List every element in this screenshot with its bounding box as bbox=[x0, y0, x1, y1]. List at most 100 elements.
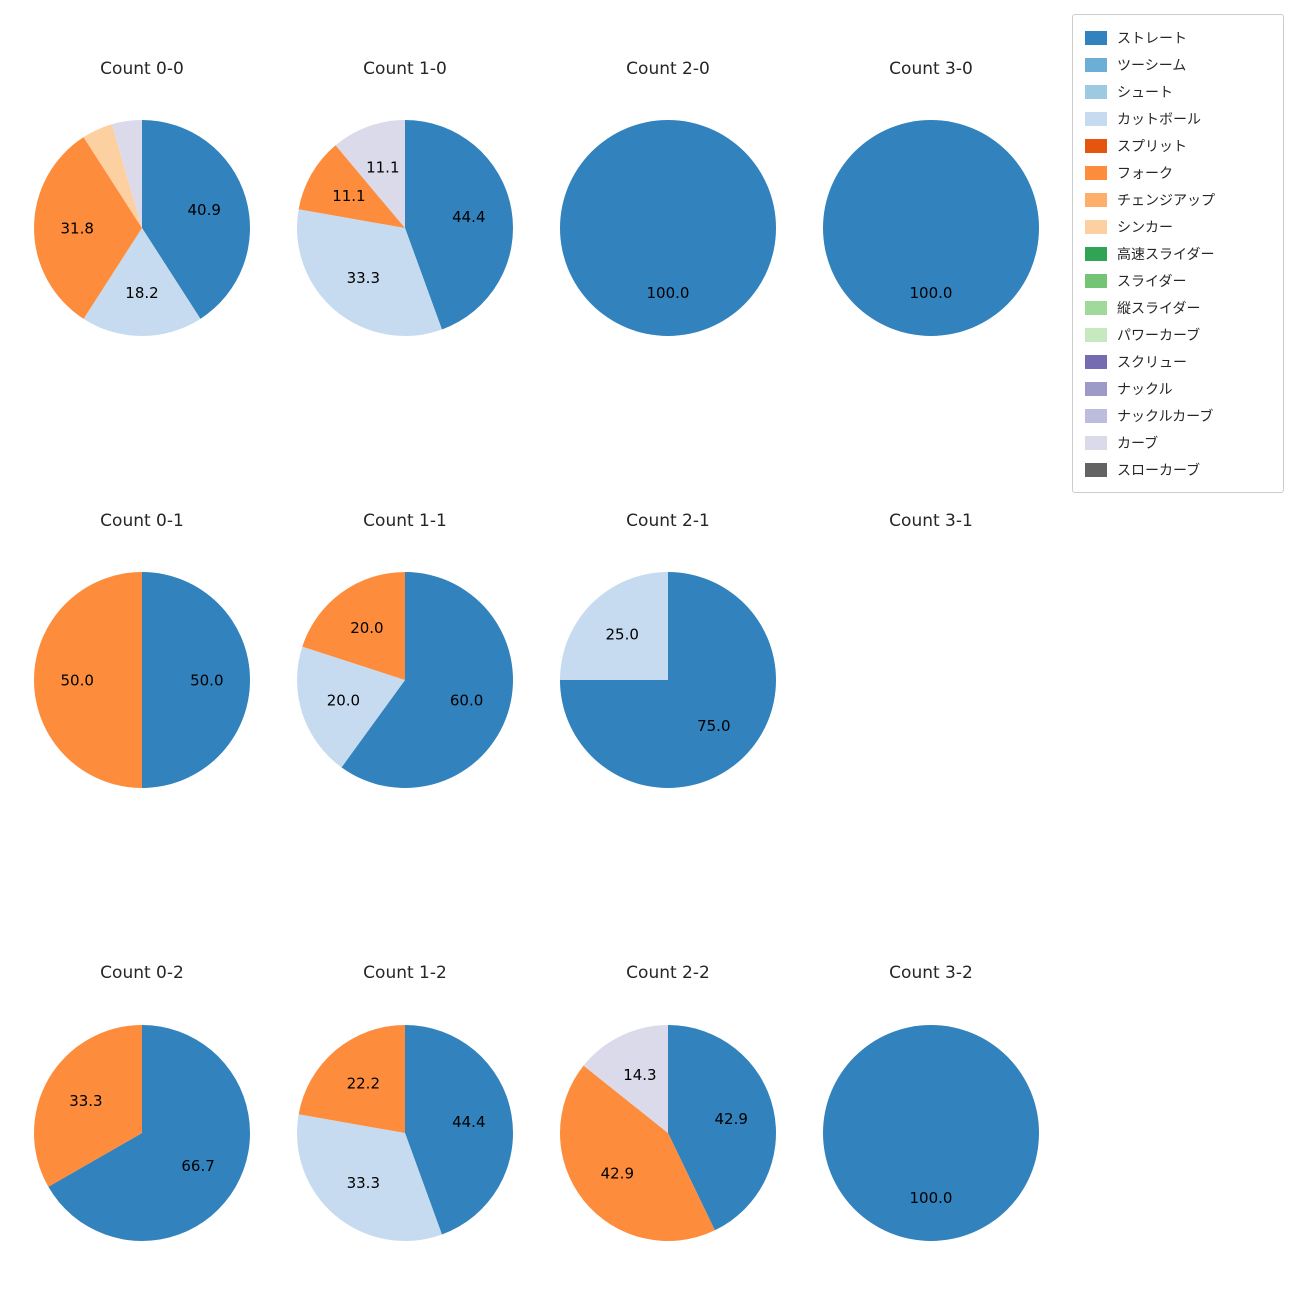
pie-chart-count-2-0: 100.0 bbox=[560, 120, 776, 336]
legend-swatch bbox=[1085, 165, 1107, 180]
chart-title-count-0-0: Count 0-0 bbox=[100, 59, 184, 79]
legend-item-label: カーブ bbox=[1117, 435, 1159, 452]
legend-item: 縦スライダー bbox=[1085, 294, 1271, 321]
chart-title-count-0-1: Count 0-1 bbox=[100, 511, 184, 531]
legend-swatch bbox=[1085, 273, 1107, 288]
pie-slice bbox=[341, 572, 514, 788]
pie-percentage-label: 18.2 bbox=[125, 284, 158, 302]
pie-slice bbox=[335, 120, 405, 228]
pie-slice bbox=[583, 1025, 668, 1133]
pie-slice bbox=[668, 1025, 776, 1231]
chart-title-count-1-0: Count 1-0 bbox=[363, 59, 447, 79]
legend-item: ストレート bbox=[1085, 24, 1271, 51]
pie-slice bbox=[83, 124, 142, 228]
legend-swatch bbox=[1085, 435, 1107, 450]
pie-slice bbox=[296, 1114, 442, 1242]
pie-slice bbox=[83, 228, 201, 336]
pie-slice bbox=[560, 572, 668, 680]
pie-percentage-label: 33.3 bbox=[347, 1174, 380, 1192]
legend-item: スライダー bbox=[1085, 267, 1271, 294]
pie-slice bbox=[297, 646, 405, 768]
legend-swatch bbox=[1085, 192, 1107, 207]
legend-item-label: ナックルカーブ bbox=[1117, 408, 1214, 425]
legend-item-label: ストレート bbox=[1117, 30, 1187, 47]
pie-slice-count-2-0 bbox=[560, 120, 776, 336]
pie-slice bbox=[142, 572, 250, 788]
pie-percentage-label: 50.0 bbox=[60, 671, 93, 689]
legend-swatch bbox=[1085, 57, 1107, 72]
legend-item: フォーク bbox=[1085, 159, 1271, 186]
legend-item-label: パワーカーブ bbox=[1117, 327, 1201, 344]
chart-title-count-3-1: Count 3-1 bbox=[889, 511, 973, 531]
pie-slice bbox=[405, 1025, 514, 1235]
pie-chart-count-0-1: 50.0 50.0 bbox=[34, 572, 250, 788]
pie-percentage-label: 33.3 bbox=[347, 269, 380, 287]
legend-item-label: カットボール bbox=[1117, 111, 1201, 128]
legend-item: スプリット bbox=[1085, 132, 1271, 159]
legend-item: ナックルカーブ bbox=[1085, 402, 1271, 429]
pie-slice bbox=[559, 1065, 715, 1241]
chart-title-count-2-2: Count 2-2 bbox=[626, 963, 710, 983]
legend-item: ナックル bbox=[1085, 375, 1271, 402]
legend-item: チェンジアップ bbox=[1085, 186, 1271, 213]
chart-title-count-1-2: Count 1-2 bbox=[363, 963, 447, 983]
pie-slice bbox=[34, 1025, 142, 1187]
legend-swatch bbox=[1085, 408, 1107, 423]
pie-chart-count-1-2: 44.4 33.3 22.2 bbox=[296, 1025, 514, 1242]
pie-percentage-label: 100.0 bbox=[910, 1189, 953, 1207]
pie-percentage-label: 20.0 bbox=[350, 619, 383, 637]
legend-item-label: スローカーブ bbox=[1117, 462, 1201, 479]
legend-item-label: シュート bbox=[1117, 84, 1173, 101]
legend-item: スローカーブ bbox=[1085, 456, 1271, 483]
legend-swatch bbox=[1085, 219, 1107, 234]
pie-percentage-label: 100.0 bbox=[647, 284, 690, 302]
legend-item: ツーシーム bbox=[1085, 51, 1271, 78]
pie-percentage-label: 22.2 bbox=[347, 1075, 380, 1093]
legend-item-label: 高速スライダー bbox=[1117, 246, 1215, 263]
legend-item-label: ツーシーム bbox=[1117, 57, 1187, 74]
legend-item-label: チェンジアップ bbox=[1117, 192, 1215, 209]
pie-slice bbox=[48, 1025, 251, 1241]
pie-slice bbox=[34, 137, 143, 319]
pie-chart-count-1-1: 60.0 20.0 20.0 bbox=[297, 572, 514, 788]
pie-percentage-label: 100.0 bbox=[910, 284, 953, 302]
legend-item: パワーカーブ bbox=[1085, 321, 1271, 348]
legend-item-label: 縦スライダー bbox=[1117, 300, 1201, 317]
legend-item-label: フォーク bbox=[1117, 165, 1173, 182]
pie-chart-count-0-2: 66.7 33.3 bbox=[34, 1025, 251, 1241]
legend-item: 高速スライダー bbox=[1085, 240, 1271, 267]
pie-percentage-label: 31.8 bbox=[60, 219, 93, 237]
pie-slice bbox=[298, 145, 405, 228]
legend-swatch bbox=[1085, 462, 1107, 477]
pie-percentage-label: 25.0 bbox=[605, 625, 638, 643]
pie-percentage-label: 50.0 bbox=[190, 671, 223, 689]
pie-chart-count-0-0: 40.9 18.2 31.8 bbox=[34, 120, 250, 336]
pie-chart-count-1-0: 44.4 33.3 11.111.1 bbox=[296, 120, 514, 337]
legend-item-label: ナックル bbox=[1117, 381, 1173, 398]
pie-slice bbox=[296, 209, 442, 337]
legend-item-label: スライダー bbox=[1117, 273, 1187, 290]
legend-item: カーブ bbox=[1085, 429, 1271, 456]
legend-item-label: スプリット bbox=[1117, 138, 1187, 155]
legend-swatch bbox=[1085, 246, 1107, 261]
legend-swatch bbox=[1085, 381, 1107, 396]
pie-percentage-label: 11.1 bbox=[366, 158, 399, 176]
pie-percentage-label: 60.0 bbox=[450, 691, 483, 709]
pie-percentage-label: 75.0 bbox=[697, 717, 730, 735]
chart-title-count-2-0: Count 2-0 bbox=[626, 59, 710, 79]
pie-slice-count-3-2 bbox=[823, 1025, 1039, 1241]
pie-percentage-label: 40.9 bbox=[187, 201, 220, 219]
legend-item: カットボール bbox=[1085, 105, 1271, 132]
pie-chart-count-3-0: 100.0 bbox=[823, 120, 1039, 336]
legend-swatch bbox=[1085, 327, 1107, 342]
pie-slice bbox=[142, 120, 250, 319]
legend: ストレートツーシームシュートカットボール スプリットフォークチェンジアップシンカー… bbox=[1072, 14, 1284, 493]
chart-title-count-3-0: Count 3-0 bbox=[889, 59, 973, 79]
chart-title-count-1-1: Count 1-1 bbox=[363, 511, 447, 531]
pie-slice-count-3-0 bbox=[823, 120, 1039, 336]
pie-percentage-label: 33.3 bbox=[69, 1092, 102, 1110]
pie-percentage-label: 11.1 bbox=[332, 187, 365, 205]
pie-slice bbox=[302, 572, 405, 680]
pie-slice bbox=[111, 120, 142, 228]
legend-item: シンカー bbox=[1085, 213, 1271, 240]
